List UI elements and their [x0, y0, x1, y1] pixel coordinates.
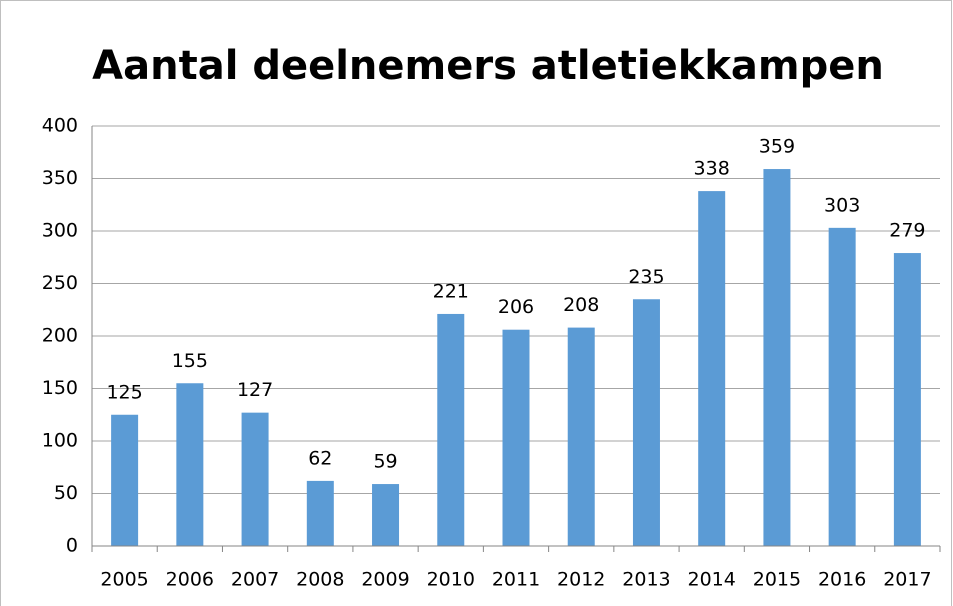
data-label: 127: [237, 379, 273, 401]
bar: [502, 329, 530, 546]
x-tick-label: 2008: [296, 569, 344, 591]
data-label: 206: [498, 296, 534, 318]
data-label: 338: [694, 158, 730, 180]
bar: [111, 414, 139, 546]
bar: [698, 191, 726, 546]
x-tick-label: 2011: [492, 569, 540, 591]
x-tick-label: 2010: [427, 569, 475, 591]
data-label: 235: [628, 266, 664, 288]
bar: [763, 169, 791, 547]
bar: [632, 299, 660, 546]
y-tick-label: 100: [42, 430, 78, 452]
data-label: 155: [172, 350, 208, 372]
data-label: 208: [563, 294, 599, 316]
x-tick-label: 2009: [361, 569, 409, 591]
x-tick-label: 2012: [557, 569, 605, 591]
data-label: 359: [759, 136, 795, 158]
data-label: 125: [106, 381, 142, 403]
bar: [893, 253, 921, 547]
x-tick-label: 2014: [688, 569, 736, 591]
y-tick-label: 50: [54, 482, 78, 504]
x-tick-label: 2013: [622, 569, 670, 591]
x-tick-label: 2016: [818, 569, 866, 591]
bar: [241, 412, 269, 546]
x-tick-label: 2006: [166, 569, 214, 591]
x-tick-label: 2015: [753, 569, 801, 591]
data-label: 62: [308, 447, 332, 469]
bar: [437, 313, 465, 546]
data-label: 221: [433, 280, 469, 302]
bar: [372, 484, 400, 546]
bar: [176, 383, 204, 546]
bar: [306, 480, 334, 546]
y-tick-label: 200: [42, 325, 78, 347]
y-tick-label: 150: [42, 377, 78, 399]
x-tick-label: 2007: [231, 569, 279, 591]
y-tick-label: 300: [42, 220, 78, 242]
y-tick-label: 400: [42, 115, 78, 137]
data-label: 279: [889, 220, 925, 242]
y-tick-label: 0: [66, 535, 78, 557]
bar: [828, 227, 856, 546]
y-tick-label: 350: [42, 167, 78, 189]
bar: [567, 327, 595, 546]
chart-title: Aantal deelnemers atletiekkampen: [92, 43, 884, 89]
data-label: 59: [373, 451, 397, 473]
data-label: 303: [824, 194, 860, 216]
x-tick-label: 2017: [883, 569, 931, 591]
x-tick-label: 2005: [100, 569, 148, 591]
y-tick-label: 250: [42, 272, 78, 294]
